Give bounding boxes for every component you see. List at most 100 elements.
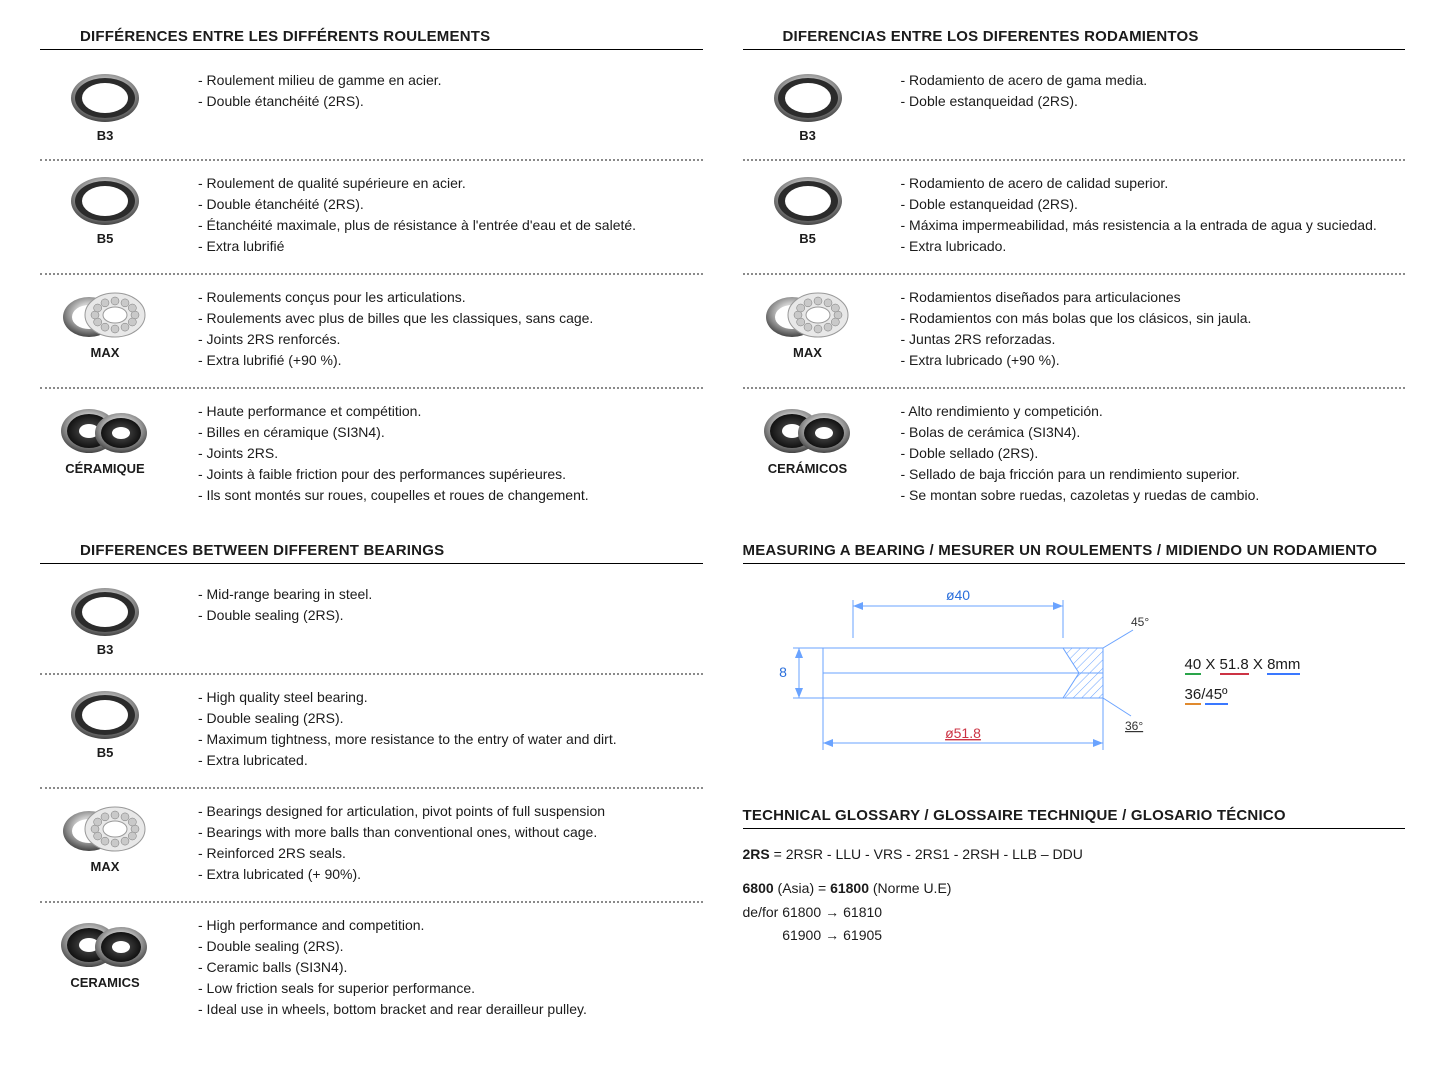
fr-section-title: DIFFÉRENCES ENTRE LES DIFFÉRENTS ROULEME… xyxy=(80,28,703,45)
bearing-thumb: CERÁMICOS xyxy=(743,401,873,476)
bearing-label: CERÁMICOS xyxy=(768,461,847,476)
bearing-description: - Roulement milieu de gamme en acier.- D… xyxy=(198,70,703,112)
bearing-label: B3 xyxy=(97,128,114,143)
description-line: - Double sealing (2RS). xyxy=(198,936,703,957)
dotted-divider xyxy=(40,787,703,789)
measure-legend: 40 X 51.8 X 8mm 36/45º xyxy=(1185,650,1301,710)
bearing-entry: MAX - Rodamientos diseñados para articula… xyxy=(743,281,1406,381)
es-section-title: DIFERENCIAS ENTRE LOS DIFERENTES RODAMIE… xyxy=(783,28,1406,45)
description-line: - Bearings designed for articulation, pi… xyxy=(198,801,703,822)
description-line: - Extra lubricado (+90 %). xyxy=(901,350,1406,371)
bearing-label: B3 xyxy=(97,642,114,657)
bearing-thumb: MAX xyxy=(40,287,170,360)
bearing-entry: MAX - Roulements conçus pour les articula… xyxy=(40,281,703,381)
description-line: - Double sealing (2RS). xyxy=(198,708,703,729)
bearing-thumb: B3 xyxy=(743,70,873,143)
measure-diagram-row: ø40 45° 36° 8 xyxy=(743,578,1406,781)
right-column: DIFERENCIAS ENTRE LOS DIFERENTES RODAMIE… xyxy=(743,28,1406,1030)
bearing-thumb: CÉRAMIQUE xyxy=(40,401,170,476)
description-line: - Joints à faible friction pour des perf… xyxy=(198,464,703,485)
glossary-body: 2RS = 2RSR - LLU - VRS - 2RS1 - 2RSH - L… xyxy=(743,843,1406,948)
bearing-thumb: MAX xyxy=(743,287,873,360)
bearing-icon xyxy=(762,287,854,343)
en-list: B3 - Mid-range bearing in steel.- Double … xyxy=(40,578,703,1030)
description-line: - Extra lubrifié xyxy=(198,236,703,257)
bearing-entry: B5- High quality steel bearing.- Double … xyxy=(40,681,703,781)
description-line: - Ceramic balls (SI3N4). xyxy=(198,957,703,978)
description-line: - Joints 2RS. xyxy=(198,443,703,464)
diagram-angle-bottom: 36° xyxy=(1125,719,1143,733)
description-line: - Extra lubricado. xyxy=(901,236,1406,257)
glossary-line-2rs: 2RS = 2RSR - LLU - VRS - 2RS1 - 2RSH - L… xyxy=(743,843,1406,867)
description-line: - Étanchéité maximale, plus de résistanc… xyxy=(198,215,703,236)
bearing-description: - Roulement de qualité supérieure en aci… xyxy=(198,173,703,257)
bearing-thumb: B5 xyxy=(40,687,170,760)
bearing-entry: B5- Roulement de qualité supérieure en a… xyxy=(40,167,703,267)
bearing-entry: MAX - Bearings designed for articulation,… xyxy=(40,795,703,895)
dotted-divider xyxy=(40,673,703,675)
bearing-icon xyxy=(65,70,145,126)
bearing-icon xyxy=(59,801,151,857)
description-line: - Rodamiento de acero de calidad superio… xyxy=(901,173,1406,194)
dotted-divider xyxy=(40,387,703,389)
description-line: - Roulement milieu de gamme en acier. xyxy=(198,70,703,91)
bearing-cross-section-diagram: ø40 45° 36° 8 xyxy=(743,578,1163,781)
dotted-divider xyxy=(743,273,1406,275)
left-column: DIFFÉRENCES ENTRE LES DIFFÉRENTS ROULEME… xyxy=(40,28,703,1030)
bearing-entry: B3 - Mid-range bearing in steel.- Double … xyxy=(40,578,703,667)
arrow-icon: → xyxy=(825,901,839,925)
description-line: - Joints 2RS renforcés. xyxy=(198,329,703,350)
dotted-divider xyxy=(743,387,1406,389)
bearing-entry: CÉRAMIQUE - Haute performance et compétit… xyxy=(40,395,703,516)
description-line: - Roulements conçus pour les articulatio… xyxy=(198,287,703,308)
bearing-description: - Rodamiento de acero de gama media.- Do… xyxy=(901,70,1406,112)
divider xyxy=(743,828,1406,829)
description-line: - High performance and competition. xyxy=(198,915,703,936)
dim-od: 51.8 xyxy=(1220,656,1249,675)
bearing-entry: CERAMICS - High performance and competiti… xyxy=(40,909,703,1030)
dim-width: 8mm xyxy=(1267,656,1300,675)
description-line: - Maximum tightness, more resistance to … xyxy=(198,729,703,750)
bearing-entry: B3 - Rodamiento de acero de gama media.- … xyxy=(743,64,1406,153)
bearing-thumb: B3 xyxy=(40,584,170,657)
bearing-description: - Mid-range bearing in steel.- Double se… xyxy=(198,584,703,626)
description-line: - Máxima impermeabilidad, más resistenci… xyxy=(901,215,1406,236)
dotted-divider xyxy=(40,901,703,903)
description-line: - Ideal use in wheels, bottom bracket an… xyxy=(198,999,703,1020)
description-line: - Rodamientos diseñados para articulacio… xyxy=(901,287,1406,308)
description-line: - Extra lubrifié (+90 %). xyxy=(198,350,703,371)
description-line: - Low friction seals for superior perfor… xyxy=(198,978,703,999)
bearing-description: - Haute performance et compétition.- Bil… xyxy=(198,401,703,506)
bearing-entry: B3 - Roulement milieu de gamme en acier.-… xyxy=(40,64,703,153)
description-line: - Bearings with more balls than conventi… xyxy=(198,822,703,843)
description-line: - Doble estanqueidad (2RS). xyxy=(901,194,1406,215)
diagram-dim-top: ø40 xyxy=(945,587,969,603)
bearing-label: B3 xyxy=(799,128,816,143)
measure-line-2: 36/45º xyxy=(1185,680,1301,710)
description-line: - Sellado de baja fricción para un rendi… xyxy=(901,464,1406,485)
bearing-icon xyxy=(65,584,145,640)
bearing-label: CÉRAMIQUE xyxy=(65,461,144,476)
bearing-icon xyxy=(65,173,145,229)
bearing-description: - Rodamiento de acero de calidad superio… xyxy=(901,173,1406,257)
page: DIFFÉRENCES ENTRE LES DIFFÉRENTS ROULEME… xyxy=(40,28,1405,1030)
en-section-title: DIFFERENCES BETWEEN DIFFERENT BEARINGS xyxy=(80,542,703,559)
bearing-icon xyxy=(768,70,848,126)
bearing-label: MAX xyxy=(91,859,120,874)
angle-a: 36 xyxy=(1185,686,1202,705)
bearing-icon xyxy=(768,173,848,229)
bearing-label: CERAMICS xyxy=(70,975,139,990)
measure-section-title: MEASURING A BEARING / MESURER UN ROULEME… xyxy=(743,542,1406,559)
description-line: - Alto rendimiento y competición. xyxy=(901,401,1406,422)
bearing-icon xyxy=(760,401,856,459)
description-line: - Roulements avec plus de billes que les… xyxy=(198,308,703,329)
bearing-icon xyxy=(65,687,145,743)
bearing-description: - Rodamientos diseñados para articulacio… xyxy=(901,287,1406,371)
bearing-label: MAX xyxy=(793,345,822,360)
measure-line-1: 40 X 51.8 X 8mm xyxy=(1185,650,1301,680)
diagram-dim-bottom: ø51.8 xyxy=(945,725,981,741)
bearing-entry: CERÁMICOS - Alto rendimiento y competició… xyxy=(743,395,1406,516)
description-line: - Se montan sobre ruedas, cazoletas y ru… xyxy=(901,485,1406,506)
bearing-thumb: MAX xyxy=(40,801,170,874)
description-line: - Extra lubricated. xyxy=(198,750,703,771)
